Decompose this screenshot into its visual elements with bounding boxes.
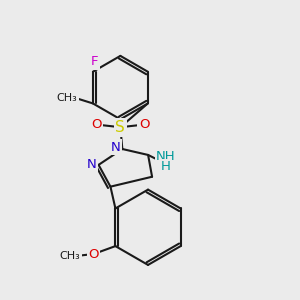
Text: N: N <box>110 140 120 154</box>
Text: CH₃: CH₃ <box>59 251 80 261</box>
Text: O: O <box>139 118 149 131</box>
Text: H: H <box>161 160 171 173</box>
Text: CH₃: CH₃ <box>57 94 77 103</box>
Text: N: N <box>87 158 97 171</box>
Text: S: S <box>116 120 125 135</box>
Text: F: F <box>91 55 99 68</box>
Text: NH: NH <box>156 150 176 164</box>
Text: O: O <box>91 118 102 131</box>
Text: O: O <box>88 248 99 260</box>
